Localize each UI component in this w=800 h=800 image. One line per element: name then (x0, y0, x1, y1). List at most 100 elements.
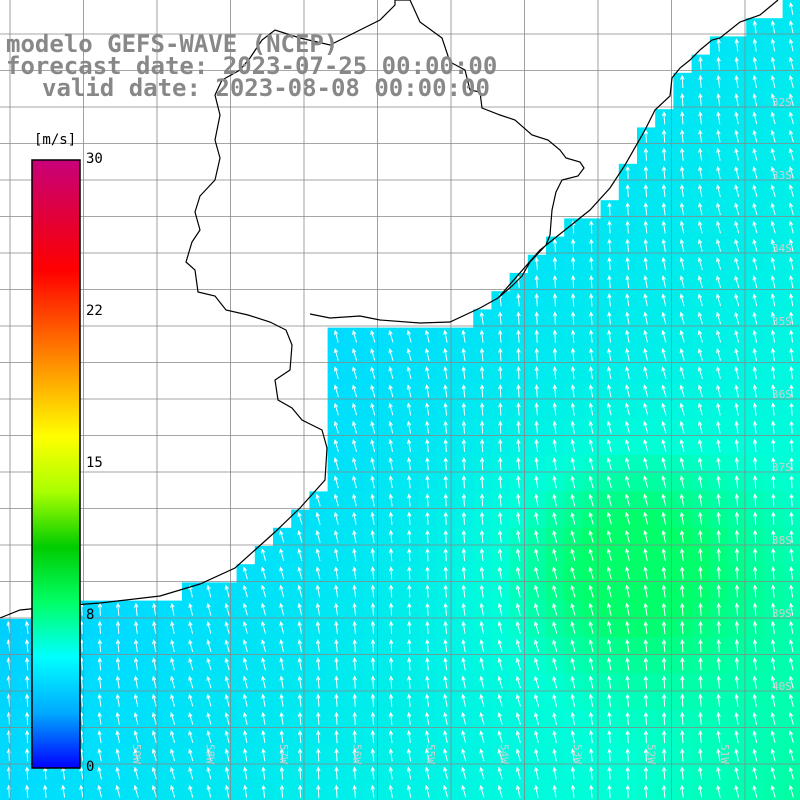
wind-arrow (752, 566, 758, 580)
wind-arrow (370, 766, 376, 780)
wind-arrow (679, 275, 685, 289)
wind-arrow (734, 438, 739, 452)
wind-arrow (716, 620, 721, 634)
wind-arrow (133, 639, 139, 653)
wind-arrow (752, 74, 757, 88)
wind-arrow (752, 93, 758, 107)
wind-arrow (734, 766, 739, 780)
wind-arrow (589, 784, 594, 798)
wind-arrow (734, 511, 740, 525)
wind-arrow (516, 329, 521, 343)
wind-arrow (534, 602, 540, 616)
wind-arrow (479, 420, 485, 434)
wind-arrow (97, 748, 102, 762)
wind-arrow (498, 329, 503, 343)
wind-arrow (661, 457, 667, 471)
wind-arrow (770, 20, 776, 34)
colorbar-gradient (31, 159, 81, 769)
wind-arrow (770, 147, 776, 161)
wind-arrow (279, 530, 285, 543)
wind-arrow (443, 475, 448, 489)
wind-arrow (589, 238, 594, 252)
wind-arrow (698, 92, 703, 107)
wind-arrow (698, 529, 703, 543)
wind-arrow (643, 693, 649, 707)
wind-arrow (534, 693, 540, 707)
wind-arrow (698, 547, 703, 562)
wind-arrow (334, 675, 339, 689)
wind-arrow (697, 293, 703, 307)
wind-arrow (151, 712, 157, 725)
longitude-label: 51W (718, 744, 731, 764)
valid-date-label: valid date: 2023-08-08 00:00:00 (42, 74, 490, 102)
wind-arrow (534, 711, 539, 725)
wind-arrow (679, 420, 685, 434)
wind-arrow (643, 748, 649, 762)
wind-arrow (771, 529, 776, 543)
wind-arrow (643, 457, 649, 470)
wind-arrow (134, 620, 139, 634)
wind-arrow (406, 402, 412, 416)
wind-arrow (606, 548, 612, 562)
wind-arrow (170, 748, 176, 762)
wind-arrow (370, 657, 376, 671)
wind-arrow (679, 384, 685, 398)
wind-arrow (770, 257, 776, 270)
wind-arrow (734, 56, 739, 70)
wind-arrow (425, 620, 430, 634)
wind-arrow (534, 621, 540, 634)
longitude-label: 56W (351, 744, 364, 764)
wind-arrow (770, 238, 776, 252)
wind-arrow (97, 693, 102, 707)
wind-arrow (643, 638, 649, 653)
wind-arrow (279, 693, 284, 707)
wind-arrow (333, 420, 339, 434)
wind-arrow (224, 675, 230, 689)
wind-arrow (316, 675, 321, 689)
wind-arrow (407, 547, 412, 562)
wind-arrow (661, 165, 667, 179)
wind-arrow (479, 511, 485, 525)
wind-arrow (370, 475, 375, 489)
colorbar-tick-15: 15 (86, 455, 103, 471)
wind-arrow (643, 584, 648, 598)
wind-arrow (552, 256, 558, 270)
wind-arrow (407, 693, 412, 707)
wind-arrow (498, 511, 503, 525)
wind-arrow (152, 675, 157, 689)
wind-arrow (625, 620, 630, 634)
wind-arrow (570, 548, 576, 561)
wind-arrow (771, 402, 776, 416)
wind-arrow (334, 766, 339, 780)
wind-arrow (752, 184, 758, 197)
wind-arrow (625, 220, 630, 234)
wind-arrow (297, 784, 303, 798)
wind-arrow (625, 402, 630, 416)
wind-arrow (607, 256, 612, 270)
wind-arrow (716, 293, 722, 307)
wind-arrow (479, 675, 485, 689)
wind-arrow (789, 329, 794, 343)
wind-arrow (661, 311, 667, 325)
wind-arrow (589, 311, 594, 325)
wind-arrow (697, 420, 703, 434)
wind-arrow (552, 347, 558, 361)
wind-arrow (279, 711, 284, 725)
wind-arrow (770, 329, 776, 343)
wind-arrow (570, 730, 575, 744)
wind-arrow (443, 584, 448, 598)
wind-arrow (461, 748, 467, 762)
wind-arrow (588, 457, 594, 471)
wind-arrow (552, 748, 557, 762)
latitude-label: 36S (772, 388, 792, 401)
wind-arrow (752, 584, 758, 598)
wind-arrow (407, 493, 412, 507)
wind-arrow (407, 566, 412, 580)
wind-arrow (680, 74, 685, 88)
wind-arrow (334, 529, 339, 543)
wind-arrow (698, 657, 703, 671)
wind-arrow (279, 566, 285, 580)
wind-arrow (771, 584, 776, 598)
wind-arrow (552, 766, 557, 780)
wind-arrow (661, 638, 667, 653)
